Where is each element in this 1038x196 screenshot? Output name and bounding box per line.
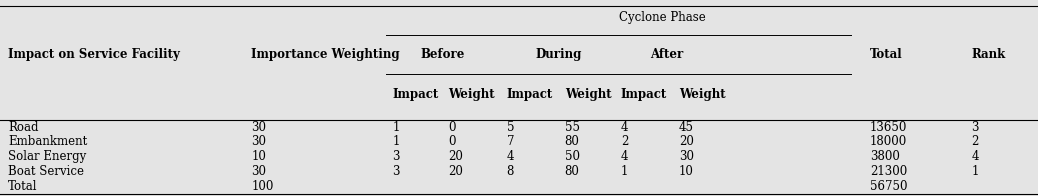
Text: 4: 4 <box>507 150 514 163</box>
Text: 30: 30 <box>251 135 266 148</box>
Text: Before: Before <box>420 48 465 61</box>
Text: Weight: Weight <box>448 88 495 101</box>
Text: Impact on Service Facility: Impact on Service Facility <box>8 48 181 61</box>
Text: 1: 1 <box>392 135 400 148</box>
Text: 56750: 56750 <box>870 180 907 193</box>
Text: 5: 5 <box>507 121 514 133</box>
Text: 30: 30 <box>251 121 266 133</box>
Text: 13650: 13650 <box>870 121 907 133</box>
Text: 21300: 21300 <box>870 165 907 178</box>
Text: Boat Service: Boat Service <box>8 165 84 178</box>
Text: 45: 45 <box>679 121 693 133</box>
Text: During: During <box>536 48 582 61</box>
Text: 4: 4 <box>621 121 628 133</box>
Text: 1: 1 <box>621 165 628 178</box>
Text: Rank: Rank <box>972 48 1006 61</box>
Text: Impact: Impact <box>507 88 553 101</box>
Text: 20: 20 <box>448 150 463 163</box>
Text: 20: 20 <box>448 165 463 178</box>
Text: 4: 4 <box>621 150 628 163</box>
Text: 18000: 18000 <box>870 135 907 148</box>
Text: After: After <box>650 48 683 61</box>
Text: Total: Total <box>8 180 37 193</box>
Text: Impact: Impact <box>621 88 667 101</box>
Text: 3800: 3800 <box>870 150 900 163</box>
Text: Importance Weighting: Importance Weighting <box>251 48 400 61</box>
Text: 20: 20 <box>679 135 693 148</box>
Text: 2: 2 <box>621 135 628 148</box>
Text: 80: 80 <box>565 165 579 178</box>
Text: 30: 30 <box>251 165 266 178</box>
Text: 2: 2 <box>972 135 979 148</box>
Text: Embankment: Embankment <box>8 135 87 148</box>
Text: Road: Road <box>8 121 38 133</box>
Text: 8: 8 <box>507 165 514 178</box>
Text: 0: 0 <box>448 135 456 148</box>
Text: Total: Total <box>870 48 902 61</box>
Text: 1: 1 <box>392 121 400 133</box>
Text: Cyclone Phase: Cyclone Phase <box>619 11 706 24</box>
Text: Solar Energy: Solar Energy <box>8 150 86 163</box>
Text: 100: 100 <box>251 180 274 193</box>
Text: 1: 1 <box>972 165 979 178</box>
Text: Impact: Impact <box>392 88 439 101</box>
Text: 30: 30 <box>679 150 693 163</box>
Text: 0: 0 <box>448 121 456 133</box>
Text: 3: 3 <box>392 165 400 178</box>
Text: 80: 80 <box>565 135 579 148</box>
Text: 3: 3 <box>972 121 979 133</box>
Text: Weight: Weight <box>565 88 611 101</box>
Text: 10: 10 <box>251 150 266 163</box>
Text: 4: 4 <box>972 150 979 163</box>
Text: 55: 55 <box>565 121 579 133</box>
Text: 10: 10 <box>679 165 693 178</box>
Text: Weight: Weight <box>679 88 726 101</box>
Text: 3: 3 <box>392 150 400 163</box>
Text: 50: 50 <box>565 150 579 163</box>
Text: 7: 7 <box>507 135 514 148</box>
